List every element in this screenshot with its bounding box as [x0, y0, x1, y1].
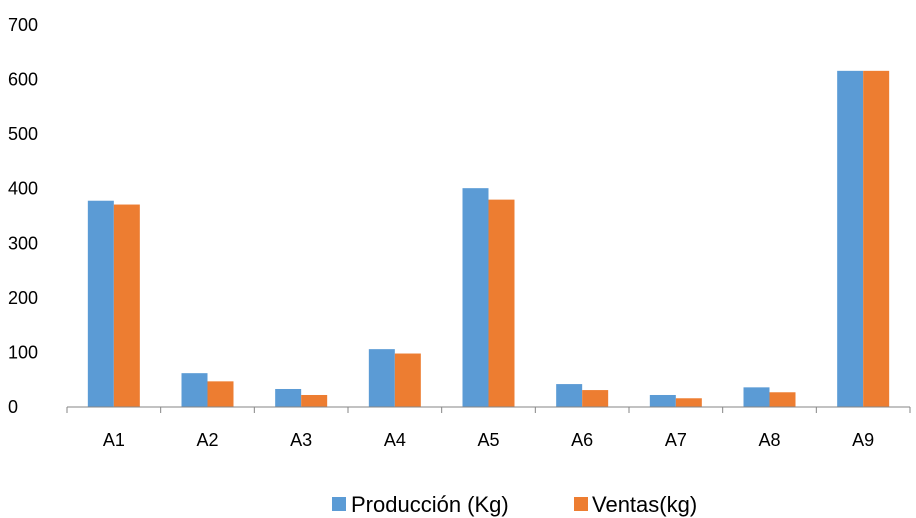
y-tick-label-0: 0	[8, 397, 18, 417]
x-tick-label-a1: A1	[103, 430, 125, 450]
bar-ventas-a4	[394, 353, 421, 407]
y-tick-label-500: 500	[8, 124, 38, 144]
legend-label-produccion: Producción (Kg)	[351, 492, 509, 517]
bar-ventas-a1	[113, 204, 140, 407]
bar-ventas-a9	[863, 70, 890, 407]
bar-ventas-a6	[582, 390, 609, 407]
bar-produccion-a2	[181, 373, 208, 407]
bar-ventas-a8	[769, 392, 796, 407]
y-tick-label-600: 600	[8, 70, 38, 90]
x-tick-label-a5: A5	[477, 430, 499, 450]
legend-swatch-ventas	[574, 497, 588, 511]
x-tick-label-a8: A8	[758, 430, 780, 450]
bar-produccion-a7	[649, 394, 676, 407]
bar-ventas-a5	[488, 199, 515, 407]
bars-layer	[87, 70, 890, 407]
bar-produccion-a1	[87, 200, 114, 407]
bar-produccion-a9	[837, 70, 864, 407]
axis-layer: A1 A2 A3 A4 A5 A6 A7 A8 A9 0 100 200 300 400 500 600 700	[8, 15, 911, 450]
bar-produccion-a3	[275, 388, 302, 407]
bar-produccion-a4	[368, 349, 395, 407]
bar-ventas-a7	[675, 398, 702, 407]
legend-label-ventas: Ventas(kg)	[592, 492, 697, 517]
y-tick-label-100: 100	[8, 342, 38, 362]
x-tick-label-a2: A2	[196, 430, 218, 450]
x-tick-label-a7: A7	[665, 430, 687, 450]
bar-produccion-a5	[462, 188, 489, 407]
legend-swatch-produccion	[332, 497, 346, 511]
y-tick-label-400: 400	[8, 179, 38, 199]
x-tick-label-a6: A6	[571, 430, 593, 450]
x-tick-label-a3: A3	[290, 430, 312, 450]
y-tick-label-700: 700	[8, 15, 38, 35]
bar-ventas-a3	[301, 394, 328, 407]
y-tick-label-300: 300	[8, 233, 38, 253]
x-tick-label-a9: A9	[852, 430, 874, 450]
x-tick-label-a4: A4	[384, 430, 406, 450]
bar-produccion-a6	[556, 384, 583, 407]
legend: Producción (Kg) Ventas(kg)	[332, 492, 697, 517]
y-tick-label-200: 200	[8, 288, 38, 308]
bar-ventas-a2	[207, 381, 234, 407]
bar-produccion-a8	[743, 387, 770, 407]
